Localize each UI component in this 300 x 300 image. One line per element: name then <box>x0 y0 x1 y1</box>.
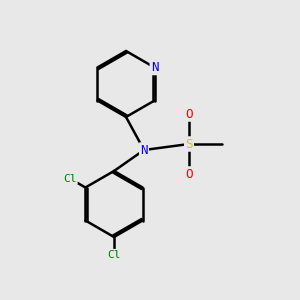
Text: S: S <box>185 137 193 151</box>
Text: Cl: Cl <box>107 250 121 260</box>
Text: Cl: Cl <box>63 173 76 184</box>
Text: N: N <box>140 143 148 157</box>
Text: N: N <box>151 61 158 74</box>
Text: O: O <box>185 107 193 121</box>
Text: O: O <box>185 167 193 181</box>
